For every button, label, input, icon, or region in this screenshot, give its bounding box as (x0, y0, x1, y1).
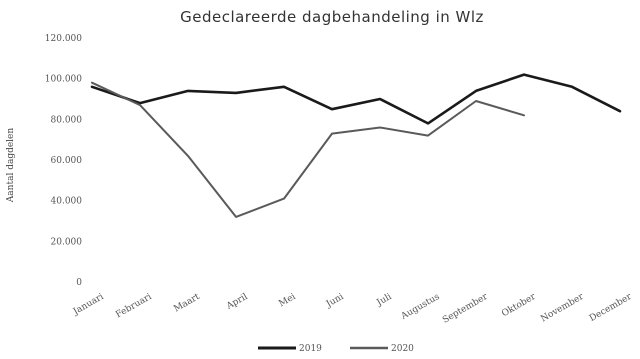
x-tick-label: Maart (172, 292, 201, 315)
legend-label-2020: 2020 (391, 344, 414, 354)
y-tick-label: 100.000 (45, 75, 82, 85)
y-axis-ticks: 0 20.000 40.000 60.000 80.000 100.000 120.000 (45, 34, 82, 288)
x-tick-label: December (588, 292, 634, 324)
series-lines (90, 73, 622, 218)
x-tick-label: April (224, 292, 249, 312)
y-tick-label: 0 (76, 278, 82, 288)
y-axis-label: Aantal dagdelen (6, 128, 16, 204)
x-tick-label: November (539, 292, 586, 325)
x-tick-label: Juni (324, 292, 346, 310)
y-tick-label: 40.000 (51, 197, 83, 207)
chart-title: Gedeclareerde dagbehandeling in Wlz (180, 8, 484, 26)
x-tick-label: Mei (277, 292, 297, 309)
y-tick-label: 80.000 (51, 115, 83, 125)
y-tick-label: 60.000 (51, 156, 83, 166)
x-tick-label: Januari (71, 292, 106, 318)
x-tick-label: Februari (114, 292, 153, 320)
y-tick-label: 120.000 (45, 34, 82, 44)
legend-label-2019: 2019 (299, 344, 322, 354)
x-tick-label: September (441, 292, 490, 326)
x-axis-ticks: Januari Februari Maart April Mei Juni Juli Augu… (71, 292, 634, 326)
legend: 2019 2020 (258, 344, 414, 354)
series-line-2019 (90, 73, 622, 125)
x-tick-label: Juli (374, 292, 393, 309)
series-line-2020 (91, 81, 525, 218)
x-tick-label: Augustus (399, 292, 442, 323)
x-tick-label: Oktober (500, 292, 538, 320)
y-tick-label: 20.000 (51, 237, 83, 247)
